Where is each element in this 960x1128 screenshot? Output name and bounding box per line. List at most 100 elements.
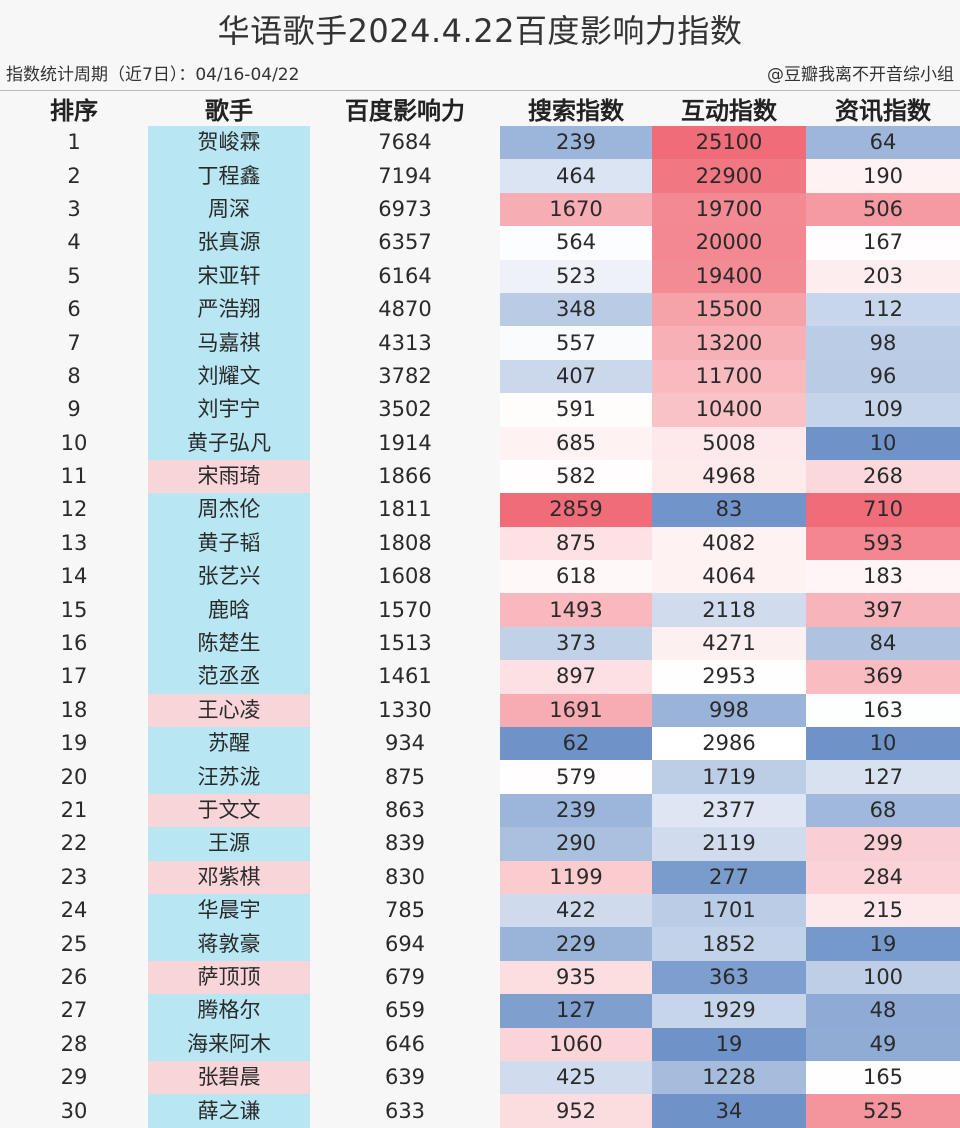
news-index-cell: 167 (806, 226, 960, 260)
baidu-influence-cell: 6357 (378, 230, 432, 255)
interaction-index-cell: 2377 (652, 793, 806, 828)
rank-cell: 14 (60, 564, 88, 589)
rank-cell: 26 (60, 964, 88, 989)
table-row: 2 丁程鑫 7194 464 22900 190 (0, 159, 960, 193)
table-row: 9 刘宇宁 3502 591 10400 109 (0, 393, 960, 427)
baidu-influence-cell: 659 (384, 998, 426, 1023)
table-row: 10 黄子弘凡 1914 685 5008 10 (0, 426, 960, 460)
header-news-index: 资讯指数 (835, 97, 931, 125)
interaction-index-cell: 1701 (652, 893, 806, 928)
singer-name-cell: 丁程鑫 (148, 159, 310, 193)
rank-cell: 9 (67, 397, 81, 422)
rank-cell: 13 (60, 530, 88, 555)
news-index-cell: 96 (806, 359, 960, 394)
baidu-influence-cell: 4313 (378, 330, 432, 355)
baidu-influence-cell: 646 (384, 1031, 426, 1056)
news-index-cell: 369 (806, 660, 960, 694)
search-index-cell: 422 (500, 893, 652, 928)
singer-name-cell: 萨顶顶 (148, 960, 310, 995)
singer-name-cell: 张碧晨 (148, 1060, 310, 1095)
interaction-index-cell: 1719 (652, 760, 806, 794)
rank-cell: 4 (67, 230, 81, 255)
news-index-cell: 593 (806, 526, 960, 561)
search-index-cell: 582 (500, 459, 652, 494)
news-index-cell: 268 (806, 459, 960, 494)
search-index-cell: 239 (500, 126, 652, 160)
news-index-cell: 163 (806, 693, 960, 728)
interaction-index-cell: 22900 (652, 159, 806, 193)
singer-name-cell: 王源 (148, 827, 310, 861)
interaction-index-cell: 13200 (652, 326, 806, 360)
search-index-cell: 1199 (500, 860, 652, 894)
rank-cell: 27 (60, 998, 88, 1023)
news-index-cell: 109 (806, 393, 960, 427)
baidu-influence-cell: 863 (384, 798, 426, 822)
table-row: 3 周深 6973 1670 19700 506 (0, 192, 960, 227)
baidu-influence-cell: 875 (384, 764, 426, 789)
rank-cell: 8 (67, 363, 81, 388)
table-row: 30 薛之谦 633 952 34 525 (0, 1094, 960, 1128)
interaction-index-cell: 11700 (652, 359, 806, 394)
table-row: 17 范丞丞 1461 897 2953 369 (0, 660, 960, 694)
singer-name-cell: 贺峻霖 (148, 126, 310, 160)
table-row: 18 王心凌 1330 1691 998 163 (0, 693, 960, 728)
table-row: 21 于文文 863 239 2377 68 (0, 793, 960, 828)
baidu-influence-cell: 1608 (378, 564, 432, 589)
news-index-cell: 203 (806, 259, 960, 293)
search-index-cell: 618 (500, 560, 652, 594)
singer-name-cell: 薛之谦 (148, 1094, 310, 1128)
rank-cell: 22 (60, 831, 88, 856)
interaction-index-cell: 998 (652, 693, 806, 728)
baidu-influence-cell: 679 (384, 964, 426, 989)
rank-cell: 29 (60, 1065, 88, 1090)
singer-name-cell: 黄子弘凡 (148, 426, 310, 460)
singer-name-cell: 海来阿木 (148, 1027, 310, 1061)
interaction-index-cell: 20000 (652, 226, 806, 260)
table-row: 19 苏醒 934 62 2986 10 (0, 727, 960, 761)
singer-name-cell: 鹿晗 (148, 593, 310, 627)
singer-name-cell: 范丞丞 (148, 660, 310, 694)
singer-name-cell: 汪苏泷 (148, 760, 310, 794)
baidu-influence-cell: 6973 (378, 196, 432, 221)
interaction-index-cell: 4082 (652, 526, 806, 561)
search-index-cell: 2859 (500, 493, 652, 527)
singer-name-cell: 周杰伦 (148, 493, 310, 527)
interaction-index-cell: 83 (652, 493, 806, 527)
singer-name-cell: 张艺兴 (148, 560, 310, 594)
header-divider (0, 90, 960, 91)
rank-cell: 25 (60, 931, 88, 956)
baidu-influence-cell: 3502 (378, 397, 432, 422)
singer-name-cell: 宋亚轩 (148, 259, 310, 293)
table-row: 22 王源 839 290 2119 299 (0, 827, 960, 861)
table-row: 16 陈楚生 1513 373 4271 84 (0, 626, 960, 661)
interaction-index-cell: 2953 (652, 660, 806, 694)
singer-name-cell: 腾格尔 (148, 994, 310, 1028)
baidu-influence-cell: 1811 (378, 497, 432, 522)
singer-name-cell: 黄子韬 (148, 526, 310, 561)
table-body: 1 贺峻霖 7684 239 25100 64 2 丁程鑫 7194 464 22900 190 3 周深… (0, 126, 960, 1128)
news-index-cell: 98 (806, 326, 960, 360)
rank-cell: 2 (67, 163, 81, 188)
interaction-index-cell: 5008 (652, 426, 806, 460)
news-index-cell: 299 (806, 827, 960, 861)
search-index-cell: 62 (500, 727, 652, 761)
chart-title: 华语歌手2024.4.22百度影响力指数 (217, 12, 743, 50)
search-index-cell: 952 (500, 1094, 652, 1128)
search-index-cell: 239 (500, 793, 652, 828)
search-index-cell: 373 (500, 626, 652, 661)
table-row: 6 严浩翔 4870 348 15500 112 (0, 292, 960, 327)
news-index-cell: 100 (806, 960, 960, 995)
interaction-index-cell: 4064 (652, 560, 806, 594)
news-index-cell: 84 (806, 626, 960, 661)
news-index-cell: 49 (806, 1027, 960, 1061)
interaction-index-cell: 363 (652, 960, 806, 995)
table-row: 28 海来阿木 646 1060 19 49 (0, 1027, 960, 1061)
rank-cell: 17 (60, 664, 88, 689)
rank-cell: 30 (60, 1098, 88, 1123)
news-index-cell: 165 (806, 1060, 960, 1095)
search-index-cell: 897 (500, 660, 652, 694)
table-row: 27 腾格尔 659 127 1929 48 (0, 994, 960, 1028)
interaction-index-cell: 10400 (652, 393, 806, 427)
table-row: 29 张碧晨 639 425 1228 165 (0, 1060, 960, 1095)
interaction-index-cell: 2119 (652, 827, 806, 861)
